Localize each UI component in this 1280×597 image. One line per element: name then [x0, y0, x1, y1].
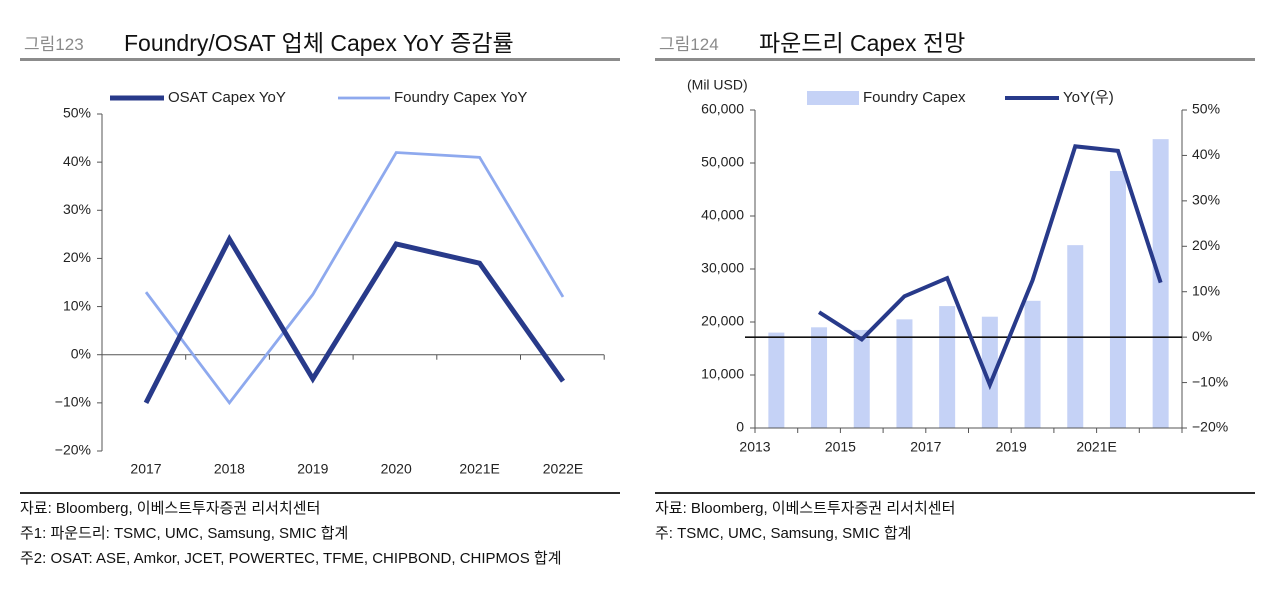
left-header-divider — [20, 58, 620, 61]
right-right-y-tick-label: 30% — [1192, 192, 1220, 208]
right-right-y-tick-label: 20% — [1192, 237, 1220, 253]
left-legend-label-osat: OSAT Capex YoY — [168, 89, 286, 106]
left-x-tick-label: 2019 — [297, 461, 328, 477]
left-y-tick-label: −10% — [55, 394, 91, 410]
right-notes: 자료: Bloomberg, 이베스트투자증권 리서치센터 주: TSMC, U… — [655, 496, 955, 546]
right-left-y-tick-label: 60,000 — [701, 101, 744, 117]
right-left-y-tick-label: 10,000 — [701, 366, 744, 382]
foundry-capex-bar — [768, 332, 785, 428]
right-right-y-tick-label: −10% — [1192, 373, 1228, 389]
left-x-tick-label: 2020 — [381, 461, 412, 477]
left-legend-label-foundry: Foundry Capex YoY — [394, 89, 527, 106]
right-figure-title: 파운드리 Capex 전망 — [759, 30, 966, 56]
right-right-y-tick-label: 0% — [1192, 328, 1212, 344]
right-x-tick-label: 2017 — [910, 439, 941, 455]
left-y-tick-label: 0% — [71, 345, 91, 361]
right-left-y-tick-label: 30,000 — [701, 260, 744, 276]
left-y-tick-label: 10% — [63, 297, 91, 313]
left-note-2: 주2: OSAT: ASE, Amkor, JCET, POWERTEC, TF… — [20, 550, 562, 567]
right-left-y-tick-label: 20,000 — [701, 313, 744, 329]
foundry-capex-bar — [811, 327, 828, 428]
right-figure-header: 그림124 파운드리 Capex 전망 — [655, 22, 1255, 58]
left-x-tick-label: 2017 — [130, 461, 161, 477]
right-figure-number: 그림124 — [659, 35, 719, 54]
right-left-y-tick-label: 0 — [736, 419, 744, 435]
left-figure-header: 그림123 Foundry/OSAT 업체 Capex YoY 증감률 — [20, 22, 620, 58]
right-x-tick-label: 2021E — [1076, 439, 1116, 455]
right-right-y-tick-label: 10% — [1192, 282, 1220, 298]
left-figure-panel: 그림123 Foundry/OSAT 업체 Capex YoY 증감률 50% 4… — [20, 0, 620, 597]
left-note-1: 주1: 파운드리: TSMC, UMC, Samsung, SMIC 합계 — [20, 525, 349, 542]
foundry-capex-yoy-line — [144, 151, 565, 406]
foundry-capex-bar — [896, 319, 913, 428]
right-note-source: 자료: Bloomberg, 이베스트투자증권 리서치센터 — [655, 500, 956, 517]
left-line-chart: 50% 40% 30% 20% 10% 0% −10% −20% 2017 2018 2019 202… — [55, 89, 605, 477]
right-right-y-tick-label: 50% — [1192, 101, 1220, 117]
left-x-tick-label: 2021E — [459, 461, 499, 477]
right-figure-panel: 그림124 파운드리 Capex 전망 60,000 50,000 40,000 30… — [655, 0, 1255, 597]
right-legend-swatch-bar — [807, 91, 859, 105]
left-y-tick-label: 20% — [63, 249, 91, 265]
right-legend-label-line: YoY(우) — [1063, 89, 1114, 106]
left-notes-divider — [20, 492, 620, 494]
left-y-tick-label: 40% — [63, 153, 91, 169]
foundry-capex-bar — [1109, 170, 1126, 428]
right-bar-line-chart: 60,000 50,000 40,000 30,000 20,000 10,000 0 50%… — [687, 77, 1228, 455]
foundry-capex-bar — [1152, 139, 1169, 428]
right-x-tick-label: 2015 — [825, 439, 856, 455]
foundry-capex-bar — [853, 329, 870, 428]
osat-capex-yoy-line — [143, 234, 566, 404]
right-x-tick-label: 2019 — [996, 439, 1027, 455]
right-left-y-tick-label: 50,000 — [701, 154, 744, 170]
left-y-tick-label: 50% — [63, 105, 91, 121]
right-unit-label: (Mil USD) — [687, 77, 748, 93]
right-right-y-tick-label: −20% — [1192, 419, 1228, 435]
foundry-capex-bar — [1024, 300, 1041, 428]
right-left-y-tick-label: 40,000 — [701, 207, 744, 223]
left-y-tick-label: −20% — [55, 442, 91, 458]
right-x-tick-label: 2013 — [739, 439, 770, 455]
left-x-tick-label: 2018 — [214, 461, 245, 477]
left-figure-title: Foundry/OSAT 업체 Capex YoY 증감률 — [124, 30, 514, 56]
right-note-1: 주: TSMC, UMC, Samsung, SMIC 합계 — [655, 525, 912, 542]
yoy-line — [817, 144, 1163, 391]
right-notes-divider — [655, 492, 1255, 494]
left-note-source: 자료: Bloomberg, 이베스트투자증권 리서치센터 — [20, 500, 321, 517]
right-legend-label-bar: Foundry Capex — [863, 89, 966, 106]
foundry-capex-bar — [981, 316, 998, 428]
foundry-capex-bar — [939, 306, 956, 428]
left-figure-number: 그림123 — [24, 35, 84, 54]
left-x-tick-label: 2022E — [543, 461, 583, 477]
right-right-y-tick-label: 40% — [1192, 146, 1220, 162]
right-header-divider — [655, 58, 1255, 61]
left-y-tick-label: 30% — [63, 201, 91, 217]
left-notes: 자료: Bloomberg, 이베스트투자증권 리서치센터 주1: 파운드리: … — [20, 496, 562, 571]
